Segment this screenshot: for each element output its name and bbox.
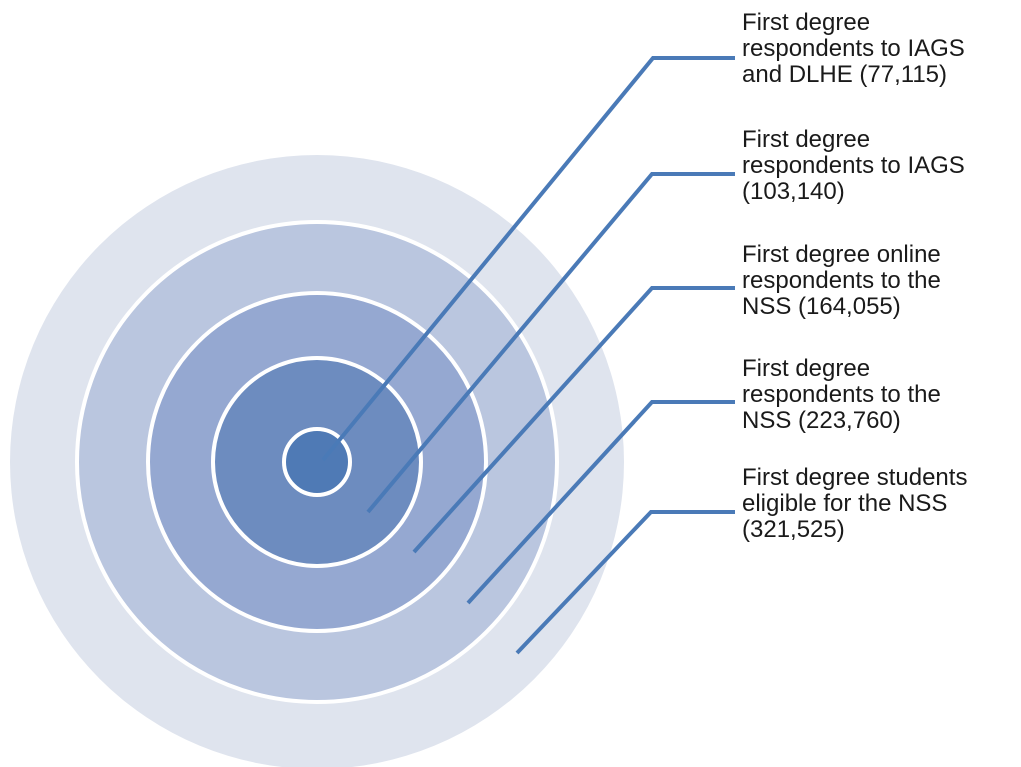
label-line: First degree [742, 9, 871, 36]
label-line: NSS (223,760) [742, 407, 901, 434]
label-nss-respondents: First degree respondents to the NSS (223… [742, 356, 941, 434]
label-online-nss-respondents: First degree online respondents to the N… [742, 242, 941, 320]
label-line: First degree students [742, 464, 968, 491]
label-line: First degree online [742, 241, 941, 268]
leader-line-iags-dlhe [321, 56, 735, 462]
label-iags-dlhe-respondents: First degree respondents to IAGS and DLH… [742, 10, 965, 88]
label-nss-eligible-students: First degree students eligible for the N… [742, 465, 967, 543]
label-line: and DLHE (77,115) [742, 61, 948, 88]
label-line: respondents to IAGS [742, 152, 965, 179]
label-line: respondents to the [742, 267, 941, 294]
leader-line-eligible-nss [515, 510, 735, 655]
label-line: respondents to IAGS [742, 35, 965, 62]
label-line: (103,140) [742, 178, 845, 205]
leader-line-iags [366, 172, 735, 514]
label-line: (321,525) [742, 516, 845, 543]
label-line: NSS (164,055) [742, 293, 901, 320]
label-line: eligible for the NSS [742, 490, 948, 517]
label-line: First degree [742, 355, 871, 382]
label-iags-respondents: First degree respondents to IAGS (103,14… [742, 127, 965, 205]
leader-line-nss-respondents [466, 400, 735, 605]
label-line: First degree [742, 126, 871, 153]
leader-line-online-nss [412, 286, 735, 554]
label-line: respondents to the [742, 381, 941, 408]
